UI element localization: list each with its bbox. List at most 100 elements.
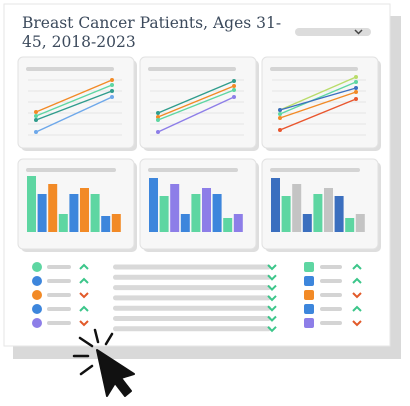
legend-bar [47,321,71,325]
bar [170,184,180,232]
dropdown-chevron [354,29,363,35]
legend-square [304,276,314,286]
dot [156,111,160,115]
bar [334,196,344,232]
legend-bar [320,265,342,269]
bar [345,218,355,232]
click-ray [104,332,114,346]
bar [149,178,158,232]
dot [354,90,358,94]
dot [110,89,114,93]
legend-bar [320,307,342,311]
chevron-down [352,320,362,327]
list-row [113,274,271,280]
dot [34,110,38,114]
legend-dot [32,276,42,286]
bar [355,214,365,232]
dot [156,115,160,119]
line [279,76,357,111]
legend-square [304,318,314,328]
list-row [113,305,271,311]
legend-square [304,290,314,300]
legend-dot [32,290,42,300]
cursor [96,349,135,397]
legend-dot [32,262,42,272]
line [279,87,357,111]
dot [278,128,282,132]
dot [232,88,236,92]
bar [281,196,291,232]
list-row [113,326,271,332]
bar [159,196,169,232]
dot [354,97,358,101]
dot [110,78,114,82]
dot [34,130,38,134]
card-header [148,67,236,71]
chevron-down [79,292,89,299]
card-header [148,168,238,172]
chevron-down [352,292,362,299]
bar [212,194,222,232]
line [35,84,113,117]
legend-dot [32,318,42,328]
dot [278,116,282,120]
card-header [26,67,114,71]
legend-dot [32,304,42,314]
dot [110,95,114,99]
dot [232,79,236,83]
click-ray [78,336,94,348]
chevron-up [79,263,89,270]
bar [302,214,312,232]
card-header [26,168,116,172]
legend-bar [47,265,71,269]
bar [111,214,121,232]
dot [156,130,160,134]
bar [292,184,302,232]
chevron-up [79,305,89,312]
list-row [113,285,271,291]
bar [90,194,100,232]
card-header [270,67,358,71]
bar [80,188,89,232]
line [35,96,113,133]
chevron-down [79,320,89,327]
dot [278,108,282,112]
legend-square [304,262,314,272]
dropdown[interactable] [295,28,371,36]
line [35,79,113,113]
chevron-down [267,295,277,302]
click-ray [79,364,94,376]
legend-bar [320,293,342,297]
dot [156,118,160,122]
list-row [113,264,271,270]
card-header [270,168,360,172]
line [279,98,357,131]
bar [223,218,233,232]
chevron-down [267,315,277,322]
chevron-down [267,305,277,312]
bar [233,214,243,232]
dot [354,80,358,84]
dot [34,114,38,118]
dot [354,86,358,90]
line [279,91,357,119]
bar [180,214,190,232]
bar [202,188,211,232]
legend-bar [320,321,342,325]
dot [34,118,38,122]
chevron-up [352,305,362,312]
bar [69,194,79,232]
bar [58,214,68,232]
line [279,81,357,115]
bar [37,194,47,232]
legend-bar [47,293,71,297]
dot [232,95,236,99]
dot [110,83,114,87]
legend-square [304,304,314,314]
list-row [113,295,271,301]
dot [232,84,236,88]
line [157,89,235,121]
chevron-down [267,284,277,292]
bar [191,194,201,232]
